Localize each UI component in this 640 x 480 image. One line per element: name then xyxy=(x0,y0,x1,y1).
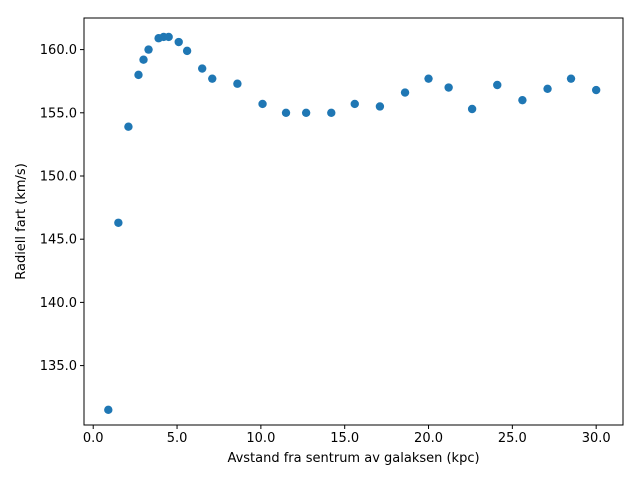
y-tick-label: 145.0 xyxy=(40,233,77,248)
data-point xyxy=(134,70,143,80)
x-tick-label: 20.0 xyxy=(414,431,443,446)
data-point xyxy=(591,85,601,95)
data-point xyxy=(258,99,267,109)
data-points xyxy=(104,32,601,415)
data-point xyxy=(104,405,113,415)
y-tick-label: 140.0 xyxy=(40,296,77,311)
data-point xyxy=(144,45,153,54)
data-point xyxy=(124,122,133,131)
x-axis-label: Avstand fra sentrum av galaksen (kpc) xyxy=(227,451,479,466)
x-tick-label: 0.0 xyxy=(83,431,104,446)
data-point xyxy=(182,46,192,56)
data-point xyxy=(543,84,552,93)
y-tick-label: 135.0 xyxy=(40,359,77,374)
data-point xyxy=(114,218,123,227)
x-tick-label: 10.0 xyxy=(246,431,275,446)
data-point xyxy=(174,37,183,47)
data-point xyxy=(208,74,217,83)
x-tick-label: 30.0 xyxy=(582,431,611,446)
y-tick-label: 160.0 xyxy=(40,43,77,58)
plot-area-frame xyxy=(83,17,624,426)
data-point xyxy=(444,83,453,92)
y-axis-label: Radiell fart (km/s) xyxy=(14,163,29,280)
data-point xyxy=(375,102,385,111)
y-tick-label: 150.0 xyxy=(40,169,77,184)
axis-ticks: 0.0 5.0 10.0 15.0 20.0 25.0 30.0 135.0 140.0 145.… xyxy=(40,43,611,446)
data-point xyxy=(350,99,359,109)
data-point xyxy=(518,95,527,105)
data-point xyxy=(400,88,410,97)
data-point xyxy=(327,108,336,117)
data-point xyxy=(281,108,291,117)
data-point xyxy=(493,80,502,90)
data-point xyxy=(467,104,477,114)
x-tick-label: 25.0 xyxy=(498,431,527,446)
data-point xyxy=(424,74,433,83)
data-point xyxy=(164,32,173,42)
data-point xyxy=(197,64,207,73)
data-point xyxy=(301,108,311,117)
x-tick-label: 15.0 xyxy=(330,431,359,446)
x-tick-label: 5.0 xyxy=(167,431,188,446)
data-point xyxy=(566,74,576,83)
y-tick-label: 155.0 xyxy=(40,106,77,121)
data-point xyxy=(139,55,148,64)
data-point xyxy=(233,79,242,88)
